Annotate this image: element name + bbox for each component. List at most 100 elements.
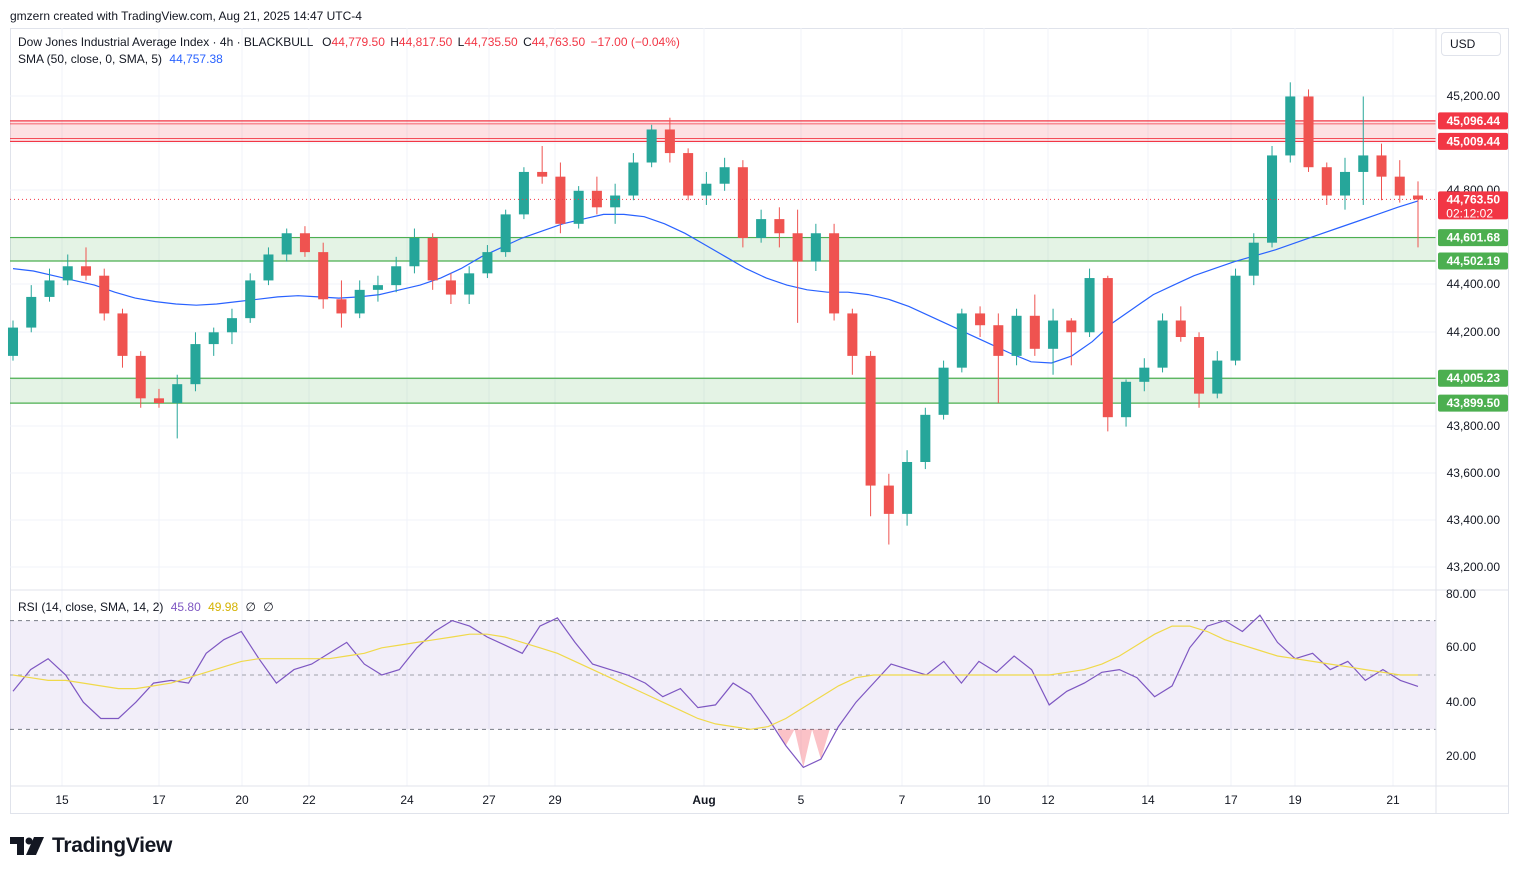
time-tick-label: 10 — [977, 793, 991, 807]
candle-body — [1175, 320, 1186, 338]
candle-body — [701, 183, 712, 196]
time-tick-label: 17 — [1224, 793, 1238, 807]
candle-body — [1212, 360, 1223, 394]
candle-body — [1230, 275, 1241, 361]
currency-button[interactable]: USD — [1441, 32, 1501, 56]
candle-body — [1048, 320, 1059, 349]
symbol-label[interactable]: Dow Jones Industrial Average Index · 4h … — [18, 35, 313, 49]
main-legend: Dow Jones Industrial Average Index · 4h … — [18, 35, 680, 49]
price-tick-label: 44,400.00 — [1447, 277, 1501, 291]
rsi-legend: RSI (14, close, SMA, 14, 2) 45.80 49.98 … — [18, 600, 274, 614]
tradingview-logo[interactable]: TradingView — [10, 832, 172, 860]
price-tag-label: 44,502.19 — [1447, 254, 1501, 268]
time-tick-label: 22 — [302, 793, 316, 807]
candle-body — [281, 233, 292, 255]
candle-body — [409, 237, 420, 267]
candle-body — [208, 332, 219, 345]
open-value: 44,779.50 — [331, 35, 385, 49]
sma-label[interactable]: SMA (50, close, 0, SMA, 5) — [18, 52, 163, 66]
sma-value: 44,757.38 — [169, 52, 223, 66]
rsi-ma-line — [12, 625, 1418, 730]
candle-body — [427, 237, 438, 281]
time-tick-label: 20 — [235, 793, 249, 807]
price-tag-label: 44,601.68 — [1447, 231, 1501, 245]
candle-body — [7, 327, 19, 356]
rsi-tick-label: 80.00 — [1446, 587, 1476, 601]
rsi-ma-value: 49.98 — [208, 600, 239, 614]
time-tick-label: 27 — [482, 793, 496, 807]
rsi-pane — [10, 614, 1436, 769]
candle-body — [1267, 155, 1278, 243]
zone-resistance — [10, 120, 1436, 142]
candle-body — [975, 313, 986, 326]
price-tag-support — [1438, 369, 1508, 387]
candle-body — [1285, 96, 1296, 156]
rsi-empty-2: ∅ — [263, 600, 274, 614]
candle-body — [354, 289, 365, 314]
candle-body — [299, 233, 310, 253]
rsi-label[interactable]: RSI (14, close, SMA, 14, 2) — [18, 600, 164, 614]
candle-body — [1376, 155, 1387, 177]
candle-body — [1084, 278, 1095, 333]
candle-body — [153, 398, 164, 404]
candle-body — [756, 219, 767, 238]
candle-body — [99, 275, 110, 314]
price-tag-resistance — [1438, 132, 1508, 150]
candle-body — [883, 485, 894, 514]
low-label: L — [457, 35, 465, 49]
candle-body — [628, 162, 639, 196]
candle-body — [391, 266, 402, 286]
candle-body — [938, 367, 949, 415]
price-tag-last — [1438, 191, 1508, 220]
candle-body — [1139, 367, 1150, 382]
price-tag-support — [1438, 252, 1508, 270]
close-value: 44,763.50 — [531, 35, 586, 49]
candle-body — [482, 252, 493, 274]
candle-body — [1029, 315, 1040, 349]
candle-body — [336, 299, 347, 314]
candle-body — [263, 254, 274, 281]
brand-name: TradingView — [52, 834, 173, 857]
rsi-oversold-fill — [776, 729, 830, 768]
candle-body — [1194, 337, 1205, 394]
time-tick-label: 7 — [899, 793, 906, 807]
price-tag-label: 45,096.44 — [1447, 114, 1501, 128]
price-tick-label: 43,200.00 — [1447, 560, 1501, 574]
candle-body — [865, 355, 876, 486]
candle-body — [226, 318, 237, 333]
candle-body — [318, 252, 329, 300]
rsi-empty-1: ∅ — [245, 600, 256, 614]
price-tag-label: 44,763.50 — [1447, 192, 1501, 206]
candle-body — [1011, 315, 1022, 356]
time-tick-label: 15 — [55, 793, 69, 807]
time-tick-label: 19 — [1288, 793, 1302, 807]
rsi-line — [12, 614, 1419, 769]
price-tag-support — [1438, 229, 1508, 247]
price-zones — [10, 120, 1436, 404]
candle-body — [847, 313, 858, 356]
candles — [7, 82, 1424, 545]
rsi-tick-label: 20.00 — [1446, 749, 1476, 763]
candle-body — [1248, 242, 1259, 276]
high-value: 44,817.50 — [398, 35, 453, 49]
candle-body — [792, 233, 803, 262]
candle-body — [610, 195, 621, 208]
candle-body — [464, 273, 475, 295]
candle-body — [774, 219, 785, 234]
candle-body — [62, 266, 73, 281]
time-tick-label: 17 — [152, 793, 166, 807]
candle-body — [1121, 381, 1132, 418]
rsi-tick-label: 60.00 — [1446, 640, 1476, 654]
price-tag-label: 44,005.23 — [1447, 371, 1501, 385]
rsi-tick-label: 40.00 — [1446, 695, 1476, 709]
price-tick-label: 43,600.00 — [1447, 466, 1501, 480]
candle-body — [172, 384, 183, 404]
price-tick-label: 45,200.00 — [1447, 89, 1501, 103]
axes: 45,200.0044,800.0044,400.0044,200.0043,8… — [10, 28, 1509, 814]
candle-body — [1394, 176, 1405, 196]
price-tick-label: 44,200.00 — [1447, 325, 1501, 339]
open-label: O — [322, 35, 332, 49]
price-tag-label: 45,009.44 — [1447, 134, 1501, 148]
